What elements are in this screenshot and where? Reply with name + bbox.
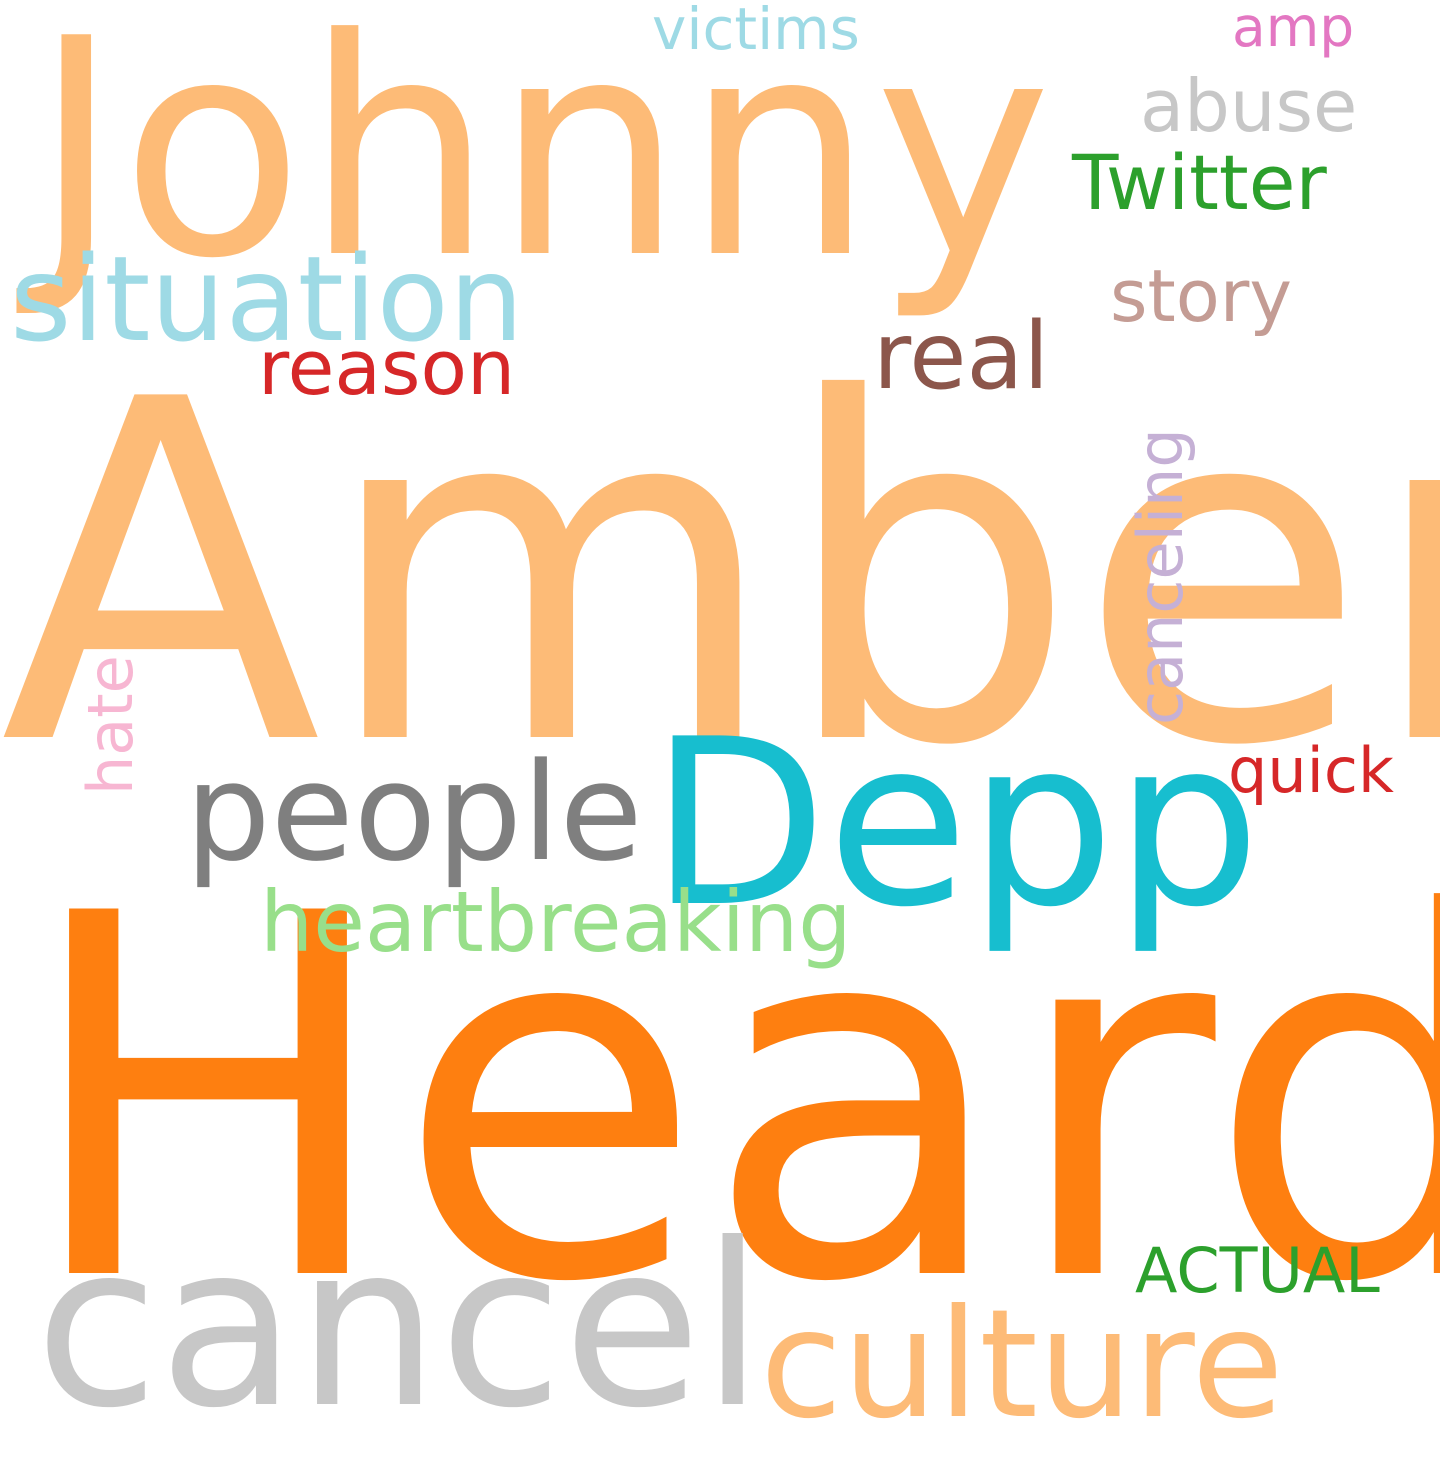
- word-real: real: [873, 302, 1050, 410]
- word-actual: ACTUAL: [1135, 1234, 1380, 1307]
- word-canceling: canceling: [1124, 428, 1197, 725]
- word-culture: culture: [760, 1278, 1284, 1452]
- word-victims: victims: [652, 0, 860, 63]
- word-twitter: Twitter: [1072, 138, 1327, 227]
- word-cancel: cancel: [35, 1196, 764, 1458]
- word-hate: hate: [74, 655, 147, 795]
- word-story: story: [1110, 254, 1293, 338]
- word-amber: Amber: [0, 301, 1440, 848]
- word-heard: Heard: [20, 809, 1440, 1391]
- word-heartbreaking: heartbreaking: [260, 873, 852, 971]
- word-abuse: abuse: [1140, 64, 1358, 148]
- word-depp: Depp: [650, 691, 1261, 958]
- word-quick: quick: [1228, 734, 1394, 807]
- word-amp: amp: [1232, 0, 1355, 59]
- word-reason: reason: [258, 323, 516, 412]
- word-johnny: Johnny: [32, 0, 1052, 324]
- word-situation: situation: [10, 230, 524, 368]
- word-people: people: [185, 734, 643, 891]
